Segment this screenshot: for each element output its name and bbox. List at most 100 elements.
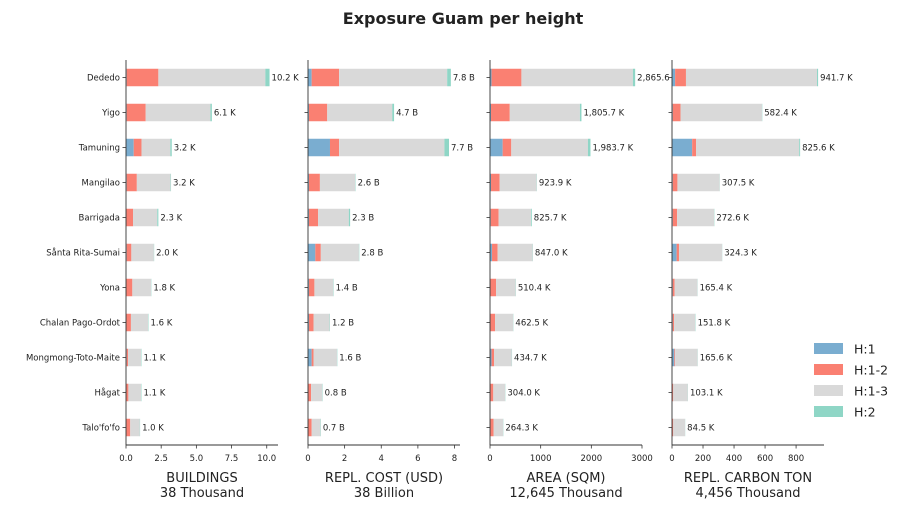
data-label-area-sqm-barrigada: 825.7 K [534, 214, 567, 224]
bar-repl-cost-usd-yigo-h-2 [392, 103, 395, 122]
x-tick-label: 2.5 [154, 454, 168, 464]
category-label-tamuning: Tamuning [78, 144, 120, 154]
bar-buildings-h-gat-h-1-2 [126, 383, 129, 402]
category-label-barrigada: Barrigada [79, 214, 120, 224]
bar-area-sqm-yona-h-1-2 [490, 278, 497, 297]
category-label-mongmong-toto-maite: Mongmong-Toto-Maite [26, 354, 120, 364]
x-axis-label: AREA (SQM) [526, 471, 605, 486]
data-label-buildings-mongmong-toto-maite: 1.1 K [143, 354, 165, 364]
data-label-buildings-h-gat: 1.1 K [143, 389, 165, 399]
data-label-repl-carbon-ton-mangilao: 307.5 K [722, 179, 755, 189]
bar-repl-cost-usd-chalan-pago-ordot-h-1-2 [308, 313, 314, 332]
data-label-repl-cost-usd-tamuning: 7.7 B [451, 144, 473, 154]
bar-repl-cost-usd-barrigada-h-1-3 [318, 208, 349, 227]
bar-repl-cost-usd-dededo-h-2 [447, 68, 451, 87]
bar-repl-cost-usd-mongmong-toto-maite-h-1 [308, 348, 312, 367]
bar-area-sqm-mongmong-toto-maite-h-1-2 [491, 348, 495, 367]
x-tick-label: 200 [695, 454, 711, 464]
data-label-repl-carbon-ton-chalan-pago-ordot: 151.8 K [698, 319, 731, 329]
bar-repl-carbon-ton-talo-fo-fo-h-1-2 [672, 418, 674, 437]
bar-buildings-dededo-h-1-3 [158, 68, 266, 87]
data-label-buildings-mangilao: 3.2 K [173, 179, 195, 189]
bar-area-sqm-mangilao-h-1 [490, 173, 492, 192]
bar-repl-cost-usd-talo-fo-fo-h-1-3 [311, 418, 321, 437]
bar-repl-cost-usd-yigo-h-1-2 [308, 103, 328, 122]
chart-panels: Dededo Yigo Tamuning Mangilao Barrigada Sånta… [26, 60, 853, 501]
bar-buildings-yona-h-1-2 [126, 278, 133, 297]
bar-repl-carbon-ton-tamuning-h-2 [799, 138, 801, 157]
data-label-repl-cost-usd-chalan-pago-ordot: 1.2 B [332, 319, 354, 329]
data-label-buildings-chalan-pago-ordot: 1.6 K [151, 319, 173, 329]
x-tick-label: 0 [669, 454, 674, 464]
bar-area-sqm-talo-fo-fo-h-1-3 [493, 418, 504, 437]
data-label-area-sqm-chalan-pago-ordot: 462.5 K [515, 319, 548, 329]
legend-swatch-h-1-3 [814, 385, 843, 396]
data-label-repl-carbon-ton-h-gat: 103.1 K [690, 389, 723, 399]
bar-repl-carbon-ton-talo-fo-fo-h-1-3 [673, 418, 686, 437]
panel-area-sqm: 2,865.6 1,805.7 K 1,983.7 K 923.9 K 825.7 K 8… [486, 60, 670, 501]
bar-repl-cost-usd-barrigada-h-2 [348, 208, 351, 227]
bar-buildings-mongmong-toto-maite-h-1-3 [128, 348, 142, 367]
bar-area-sqm-chalan-pago-ordot-h-1-2 [490, 313, 496, 332]
data-label-repl-cost-usd-s-nta-rita-sumai: 2.8 B [361, 249, 383, 259]
legend-swatch-h-1-2 [814, 364, 843, 375]
bar-area-sqm-tamuning-h-1-2 [502, 138, 512, 157]
data-label-repl-cost-usd-h-gat: 0.8 B [325, 389, 347, 399]
data-label-buildings-tamuning: 3.2 K [174, 144, 196, 154]
x-axis-total: 38 Thousand [160, 486, 244, 501]
bar-repl-carbon-ton-dededo-h-1-3 [685, 68, 818, 87]
data-label-area-sqm-talo-fo-fo: 264.3 K [505, 424, 538, 434]
data-label-buildings-dededo: 10.2 K [272, 74, 300, 84]
bar-buildings-tamuning-h-1-2 [133, 138, 142, 157]
bar-area-sqm-yigo-h-1-2 [491, 103, 510, 122]
data-label-repl-carbon-ton-s-nta-rita-sumai: 324.3 K [724, 249, 757, 259]
bar-repl-cost-usd-s-nta-rita-sumai-h-1 [308, 243, 316, 262]
bar-area-sqm-h-gat-h-1-2 [490, 383, 494, 402]
data-label-repl-cost-usd-dededo: 7.8 B [453, 74, 475, 84]
bar-repl-cost-usd-tamuning-h-2 [444, 138, 450, 157]
x-tick-label: 600 [757, 454, 773, 464]
bar-repl-carbon-ton-mangilao-h-1-2 [672, 173, 678, 192]
category-label-yigo: Yigo [101, 109, 120, 119]
bar-buildings-tamuning-h-1-3 [141, 138, 171, 157]
bar-repl-cost-usd-dededo-h-1-2 [311, 68, 340, 87]
data-label-repl-carbon-ton-dededo: 941.7 K [820, 74, 853, 84]
x-tick-label: 2000 [581, 454, 603, 464]
bar-repl-carbon-ton-dededo-h-2 [817, 68, 819, 87]
data-label-repl-cost-usd-yona: 1.4 B [336, 284, 358, 294]
panel-buildings: 10.2 K 6.1 K 3.2 K 3.2 K 2.3 K 2.0 K 1.8 K 1.6 … [119, 60, 299, 501]
bar-repl-cost-usd-dededo-h-1 [308, 68, 312, 87]
data-label-buildings-s-nta-rita-sumai: 2.0 K [156, 249, 178, 259]
bar-buildings-barrigada-h-2 [157, 208, 159, 227]
x-axis-label: REPL. COST (USD) [325, 471, 443, 486]
bar-repl-cost-usd-yona-h-1 [308, 278, 309, 297]
bar-buildings-talo-fo-fo-h-1-2 [126, 418, 131, 437]
bar-buildings-yigo-h-1-2 [126, 103, 146, 122]
bar-buildings-mangilao-h-1-3 [136, 173, 171, 192]
bar-area-sqm-yigo-h-1-3 [509, 103, 580, 122]
bar-buildings-dededo-h-2 [265, 68, 270, 87]
bar-repl-cost-usd-mangilao-h-1 [308, 173, 309, 192]
legend-label-h-1-2: H:1-2 [854, 363, 888, 378]
bar-repl-carbon-ton-dededo-h-1 [672, 68, 676, 87]
bar-buildings-yigo-h-1-3 [145, 103, 211, 122]
bar-buildings-tamuning-h-2 [170, 138, 172, 157]
bar-repl-cost-usd-yigo-h-1-3 [327, 103, 393, 122]
bar-area-sqm-s-nta-rita-sumai-h-1 [490, 243, 493, 262]
bar-repl-carbon-ton-dededo-h-1-2 [675, 68, 686, 87]
legend-label-h-2: H:2 [854, 405, 876, 420]
bar-repl-cost-usd-chalan-pago-ordot-h-1-3 [313, 313, 330, 332]
bar-area-sqm-mangilao-h-1-3 [499, 173, 537, 192]
bar-area-sqm-mongmong-toto-maite-h-1 [490, 348, 492, 367]
bar-area-sqm-dededo-h-1-3 [521, 68, 633, 87]
bar-area-sqm-s-nta-rita-sumai-h-1-3 [497, 243, 533, 262]
category-label-talo-fo-fo: Talo'fo'fo [81, 424, 120, 434]
bar-repl-cost-usd-yona-h-1-2 [308, 278, 315, 297]
x-tick-label: 4 [379, 454, 384, 464]
data-label-repl-carbon-ton-yigo: 582.4 K [764, 109, 797, 119]
bar-repl-cost-usd-talo-fo-fo-h-1-2 [308, 418, 312, 437]
legend-label-h-1: H:1 [854, 342, 876, 357]
x-tick-label: 5.0 [190, 454, 204, 464]
bar-repl-carbon-ton-yigo-h-1-2 [672, 103, 681, 122]
